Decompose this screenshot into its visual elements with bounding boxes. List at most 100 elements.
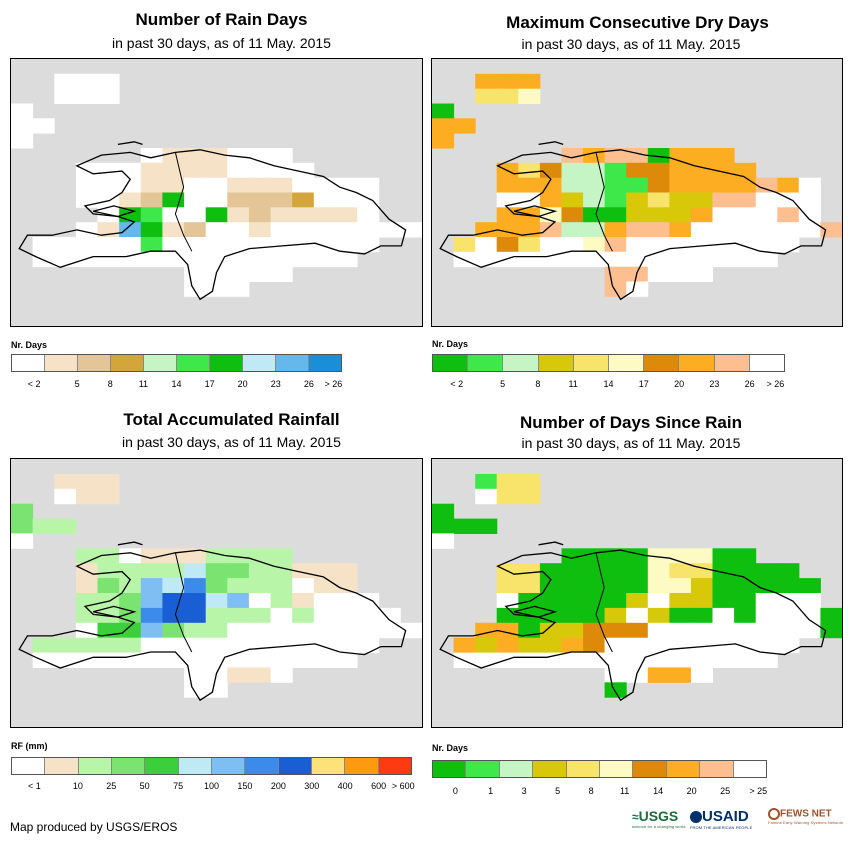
grid-cell (162, 622, 185, 639)
grid-cell (11, 103, 34, 119)
grid-cell (75, 607, 98, 624)
grid-cell (205, 237, 228, 253)
grid-cell (583, 222, 606, 238)
legend-swatch (499, 761, 534, 777)
fewsnet-globe-icon (768, 808, 780, 820)
legend-tick-label: 5 (74, 379, 80, 389)
grid-cell (626, 563, 649, 579)
grid-cell (777, 177, 800, 193)
grid-cell (647, 207, 670, 223)
grid-cell (561, 652, 584, 668)
grid-cell (647, 251, 670, 268)
grid-cell (475, 488, 498, 505)
grid-cell (820, 607, 842, 624)
legend-swatch (12, 355, 45, 371)
legend-swatch (749, 355, 785, 371)
grid-cell (561, 251, 584, 268)
grid-cell (561, 148, 584, 164)
grid-cell (75, 251, 98, 268)
grid-cell (335, 637, 358, 654)
grid-cell (270, 607, 293, 624)
grid-cell (647, 578, 670, 594)
grid-cell (626, 177, 649, 193)
grid-cell (518, 73, 541, 90)
panel-title-max-dry-days: Maximum Consecutive Dry Days (506, 13, 769, 32)
grid-cell (518, 652, 541, 668)
grid-cell (184, 563, 207, 579)
grid-cell (647, 637, 670, 654)
grid-cell (184, 637, 207, 654)
grid-cell (205, 652, 228, 668)
grid-cell (669, 251, 692, 268)
grid-cell (583, 622, 606, 639)
grid-cell (162, 593, 185, 609)
grid-cell (561, 563, 584, 579)
legend-swatch (178, 758, 212, 774)
grid-cell (248, 563, 271, 579)
grid-cell (313, 593, 336, 609)
grid-cell (798, 192, 821, 208)
coastline (513, 605, 558, 618)
legend-swatch (433, 761, 467, 777)
grid-cell (313, 207, 336, 223)
grid-cell (777, 607, 800, 624)
grid-cell (475, 473, 498, 490)
grid-cell (583, 652, 606, 668)
grid-cell (755, 652, 778, 668)
legend-tick-label: 100 (203, 781, 220, 791)
grid-cell (227, 548, 250, 564)
grid-cell (496, 73, 519, 90)
legend-tick-label: 17 (638, 379, 649, 389)
grid-cell (162, 222, 185, 238)
grid-cell (561, 207, 584, 223)
legend-swatch (309, 355, 341, 371)
grid-cell (335, 607, 358, 624)
map-rain-days[interactable] (10, 58, 423, 327)
grid-cell (755, 607, 778, 624)
grid-cell (270, 222, 293, 238)
legend-tick-label: 1 (488, 786, 494, 796)
coastline (439, 549, 827, 702)
map-max-dry-days[interactable] (431, 58, 843, 327)
grid-cell (669, 578, 692, 594)
grid-cell (313, 251, 336, 268)
legend-swatch (714, 355, 750, 371)
grid-cell (119, 563, 142, 579)
grid-cell (626, 593, 649, 609)
grid-cell (184, 593, 207, 609)
grid-cell (227, 148, 250, 164)
grid-cell (205, 251, 228, 268)
grid-cell (292, 251, 315, 268)
grid-cell (400, 222, 422, 238)
grid-cell (604, 667, 627, 683)
grid-cell (734, 622, 757, 639)
grid-cell (604, 593, 627, 609)
map-total-rainfall[interactable] (10, 458, 423, 728)
legend-bar-days-since-rain (432, 760, 767, 778)
grid-cell (690, 148, 713, 164)
usgs-logo: ≈USGS science for a changing world (632, 808, 686, 829)
grid-cell (270, 237, 293, 253)
grid-cell (313, 563, 336, 579)
grid-cell (432, 518, 455, 534)
legend-tick-label: 50 (139, 781, 150, 791)
grid-cell (669, 162, 692, 179)
grid-cell (690, 667, 713, 683)
grid-cell (227, 578, 250, 594)
legend-tick-label: 23 (270, 379, 281, 389)
usgs-tagline: science for a changing world (632, 824, 686, 829)
coastline (513, 205, 558, 218)
legend-swatch (145, 758, 179, 774)
grid-cell (604, 222, 627, 238)
map-days-since-rain[interactable] (431, 458, 843, 728)
grid-cell (626, 652, 649, 668)
grid-cell (518, 177, 541, 193)
grid-cell (227, 593, 250, 609)
grid-cell (561, 607, 584, 624)
grid-cell (453, 237, 476, 253)
map-canvas (432, 73, 842, 301)
legend-tick-label: < 1 (28, 781, 41, 791)
grid-cell (734, 548, 757, 564)
grid-cell (647, 192, 670, 208)
map-canvas (11, 473, 422, 702)
